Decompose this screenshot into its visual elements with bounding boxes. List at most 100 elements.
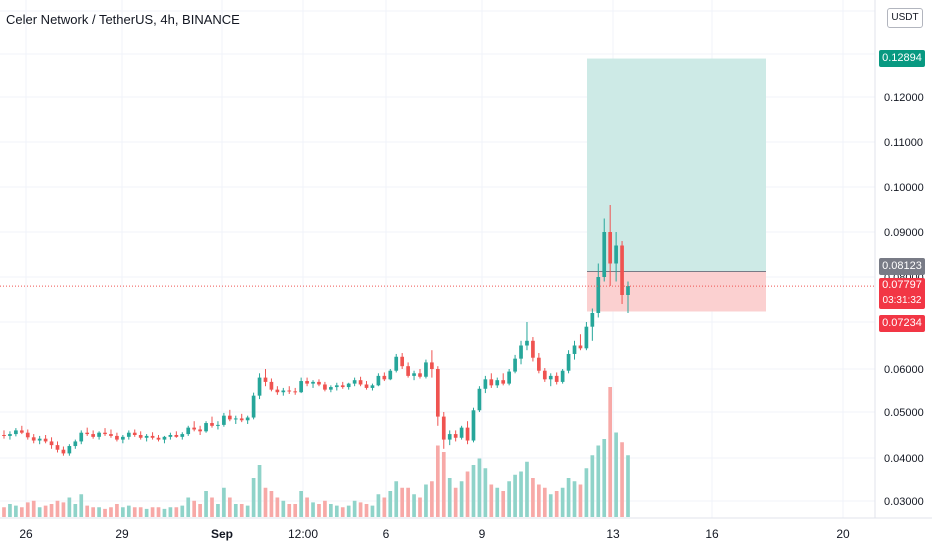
volume-bar bbox=[418, 497, 422, 517]
candle-body bbox=[519, 345, 523, 359]
candle-body bbox=[281, 390, 286, 393]
candle-body bbox=[210, 423, 214, 426]
candle-body bbox=[109, 434, 113, 436]
candle-body bbox=[430, 362, 434, 369]
candle-body bbox=[376, 375, 381, 386]
volume-bar bbox=[245, 505, 250, 517]
candle-body bbox=[382, 375, 387, 380]
candle-body bbox=[257, 377, 262, 396]
volume-bar bbox=[537, 484, 541, 517]
volume-bar bbox=[150, 507, 155, 517]
time-tick-label: 13 bbox=[606, 527, 620, 541]
candle-body bbox=[352, 380, 357, 384]
volume-bar bbox=[287, 504, 292, 517]
volume-bar bbox=[346, 505, 351, 517]
candle-body bbox=[447, 434, 452, 440]
volume-bar bbox=[85, 505, 90, 517]
candle-body bbox=[150, 435, 155, 438]
entry-price-tag: 0.08123 bbox=[879, 258, 925, 275]
volume-bar bbox=[566, 478, 571, 517]
volume-bar bbox=[222, 487, 226, 517]
volume-bar bbox=[424, 484, 428, 517]
volume-bar bbox=[192, 500, 197, 517]
take-profit-zone bbox=[587, 58, 766, 272]
volume-bar bbox=[435, 445, 440, 517]
volume-bar bbox=[31, 500, 36, 517]
candle-body bbox=[406, 366, 410, 376]
candle-body bbox=[584, 326, 589, 349]
volume-bar bbox=[275, 497, 280, 517]
candle-body bbox=[121, 436, 125, 440]
candle-body bbox=[91, 434, 95, 437]
volume-bar bbox=[334, 505, 339, 517]
volume-bar bbox=[216, 504, 220, 517]
candle-body bbox=[49, 441, 54, 446]
candle-body bbox=[554, 375, 559, 382]
volume-bar bbox=[554, 491, 559, 517]
volume-bar bbox=[572, 481, 577, 517]
candle-body bbox=[269, 381, 274, 390]
candle-body bbox=[227, 415, 232, 420]
candle-body bbox=[180, 434, 185, 437]
candle-body bbox=[132, 432, 137, 435]
volume-bar bbox=[55, 500, 60, 517]
bar-countdown: 03:31:32 bbox=[882, 295, 922, 306]
candle-body bbox=[513, 358, 517, 372]
candle-body bbox=[222, 415, 226, 425]
volume-bar bbox=[115, 504, 119, 517]
volume-bar bbox=[132, 507, 137, 517]
candle-body bbox=[216, 424, 220, 426]
candle-body bbox=[97, 432, 101, 437]
price-tick-label: 0.04000 bbox=[884, 453, 924, 465]
volume-bar bbox=[103, 508, 107, 517]
candle-body bbox=[548, 375, 553, 380]
candle-body bbox=[489, 379, 494, 386]
candle-body bbox=[418, 373, 422, 377]
volume-bar bbox=[317, 504, 321, 517]
price-tick-label: 0.03000 bbox=[884, 496, 924, 508]
volume-bar bbox=[441, 452, 446, 517]
candle-body bbox=[115, 435, 119, 440]
volume-bar bbox=[465, 471, 470, 517]
currency-button[interactable]: USDT bbox=[887, 8, 923, 28]
candle-body bbox=[239, 418, 244, 421]
candle-body bbox=[138, 435, 143, 438]
volume-bar bbox=[79, 494, 84, 517]
candle-body bbox=[471, 410, 476, 441]
candle-body bbox=[501, 380, 506, 384]
volume-bar bbox=[400, 487, 405, 517]
candle-body bbox=[590, 313, 595, 327]
volume-bar bbox=[602, 439, 607, 517]
candle-body bbox=[162, 436, 167, 440]
candle-body bbox=[311, 381, 315, 384]
volume-bar bbox=[542, 487, 547, 517]
candle-body bbox=[441, 416, 446, 440]
candle-body bbox=[424, 362, 428, 377]
candle-body bbox=[329, 387, 333, 390]
volume-bar bbox=[14, 505, 18, 517]
candle-body bbox=[620, 245, 624, 295]
candle-body bbox=[174, 435, 179, 437]
volume-bar bbox=[382, 497, 387, 517]
candle-body bbox=[19, 430, 24, 433]
volume-bar bbox=[560, 487, 565, 517]
candle-body bbox=[79, 432, 84, 442]
last-price-tag: 0.07797 03:31:32 bbox=[879, 278, 925, 309]
candle-body bbox=[263, 377, 268, 382]
volume-bar bbox=[376, 494, 381, 517]
price-tick-label: 0.09000 bbox=[884, 227, 924, 239]
volume-bar bbox=[406, 487, 410, 517]
candle-body bbox=[459, 427, 464, 438]
time-tick-label: 9 bbox=[479, 527, 486, 541]
volume-bar bbox=[447, 478, 452, 517]
volume-bar bbox=[49, 504, 54, 517]
candle-body bbox=[275, 389, 280, 393]
candle-body bbox=[364, 384, 369, 388]
candle-body bbox=[388, 370, 393, 380]
price-tick-label: 0.10000 bbox=[884, 182, 924, 194]
candle-body bbox=[245, 417, 250, 421]
volume-bar bbox=[8, 504, 12, 517]
volume-bar bbox=[323, 500, 327, 517]
